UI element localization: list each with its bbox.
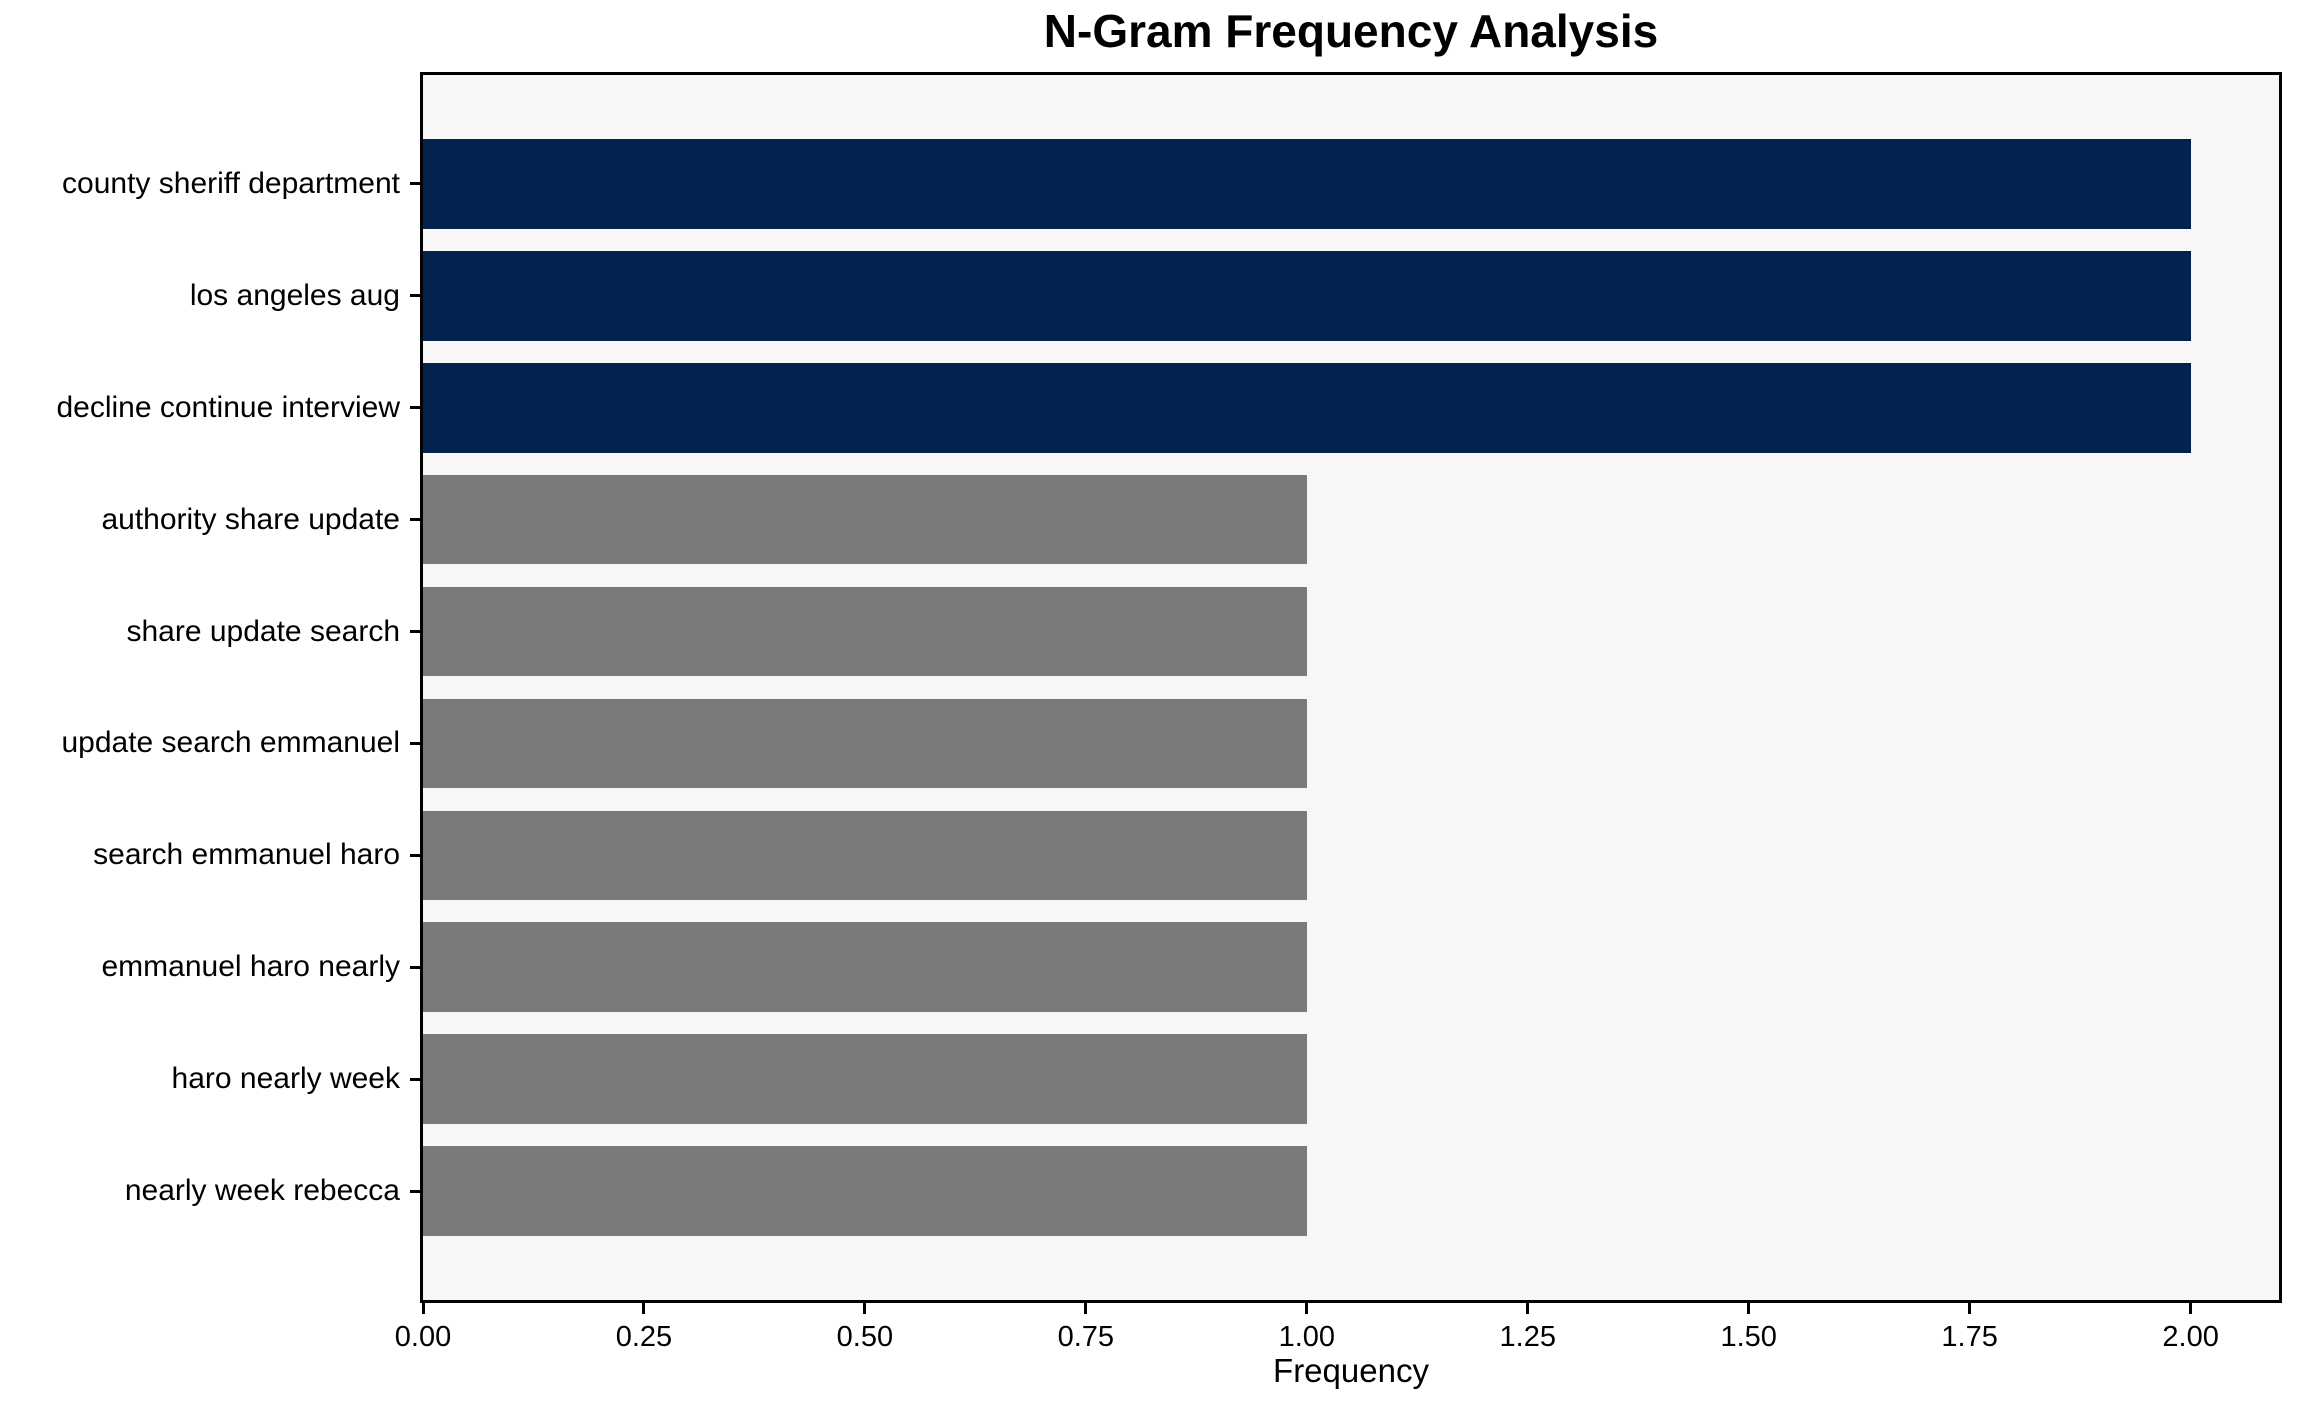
x-tick-mark xyxy=(642,1303,646,1314)
bar-decline-continue-interview xyxy=(423,362,2191,453)
y-tick-mark xyxy=(410,406,420,410)
x-tick-label: 2.00 xyxy=(2162,1321,2219,1353)
y-tick-label: county sheriff department xyxy=(62,166,400,200)
y-tick-mark xyxy=(410,182,420,186)
y-tick-mark xyxy=(410,853,420,857)
bar-nearly-week-rebecca xyxy=(423,1146,1307,1236)
x-tick-label: 0.50 xyxy=(836,1321,894,1353)
y-tick-mark xyxy=(410,518,420,522)
y-tick-mark xyxy=(410,1189,420,1193)
x-tick-mark xyxy=(1305,1303,1309,1314)
plot-area xyxy=(420,72,2282,1303)
x-tick-label: 0.75 xyxy=(1057,1321,1115,1353)
x-tick-mark xyxy=(421,1303,425,1314)
y-tick-mark xyxy=(410,630,420,634)
bar-search-emmanuel-haro xyxy=(423,810,1307,901)
x-tick-mark xyxy=(1747,1303,1751,1314)
y-tick-mark xyxy=(410,741,420,745)
y-tick-label: update search emmanuel xyxy=(61,726,400,760)
x-tick-label: 1.00 xyxy=(1278,1321,1336,1353)
y-tick-mark xyxy=(410,965,420,969)
bar-haro-nearly-week xyxy=(423,1034,1307,1124)
x-tick-mark xyxy=(863,1303,867,1314)
x-tick-mark xyxy=(1968,1303,1972,1314)
bar-update-search-emmanuel xyxy=(423,698,1307,789)
chart-title: N-Gram Frequency Analysis xyxy=(1043,5,1659,57)
x-tick-label: 1.75 xyxy=(1941,1321,1998,1353)
x-tick-label: 0.25 xyxy=(615,1321,673,1353)
y-tick-label: search emmanuel haro xyxy=(93,838,400,872)
y-tick-label: nearly week rebecca xyxy=(124,1174,400,1208)
x-tick-mark xyxy=(2189,1303,2193,1314)
x-tick-mark xyxy=(1084,1303,1088,1314)
y-tick-mark xyxy=(410,294,420,298)
x-tick-mark xyxy=(1526,1303,1530,1314)
y-tick-mark xyxy=(410,1077,420,1081)
bar-authority-share-update xyxy=(423,474,1307,565)
y-tick-label: decline continue interview xyxy=(56,390,400,424)
bar-county-sheriff-department xyxy=(423,139,2191,229)
bar-emmanuel-haro-nearly xyxy=(423,922,1307,1012)
y-tick-label: emmanuel haro nearly xyxy=(101,950,401,984)
y-tick-label: authority share update xyxy=(101,502,400,536)
bar-los-angeles-aug xyxy=(423,251,2191,341)
y-tick-label: haro nearly week xyxy=(171,1062,400,1096)
x-tick-label: 0.00 xyxy=(394,1321,452,1353)
bar-share-update-search xyxy=(423,586,1307,677)
x-tick-label: 1.25 xyxy=(1499,1321,1556,1353)
x-tick-label: 1.50 xyxy=(1720,1321,1777,1353)
bars-layer xyxy=(423,75,2279,1300)
y-tick-label: los angeles aug xyxy=(189,278,400,312)
y-tick-label: share update search xyxy=(126,614,400,648)
x-axis-label: Frequency xyxy=(1273,1352,1429,1389)
